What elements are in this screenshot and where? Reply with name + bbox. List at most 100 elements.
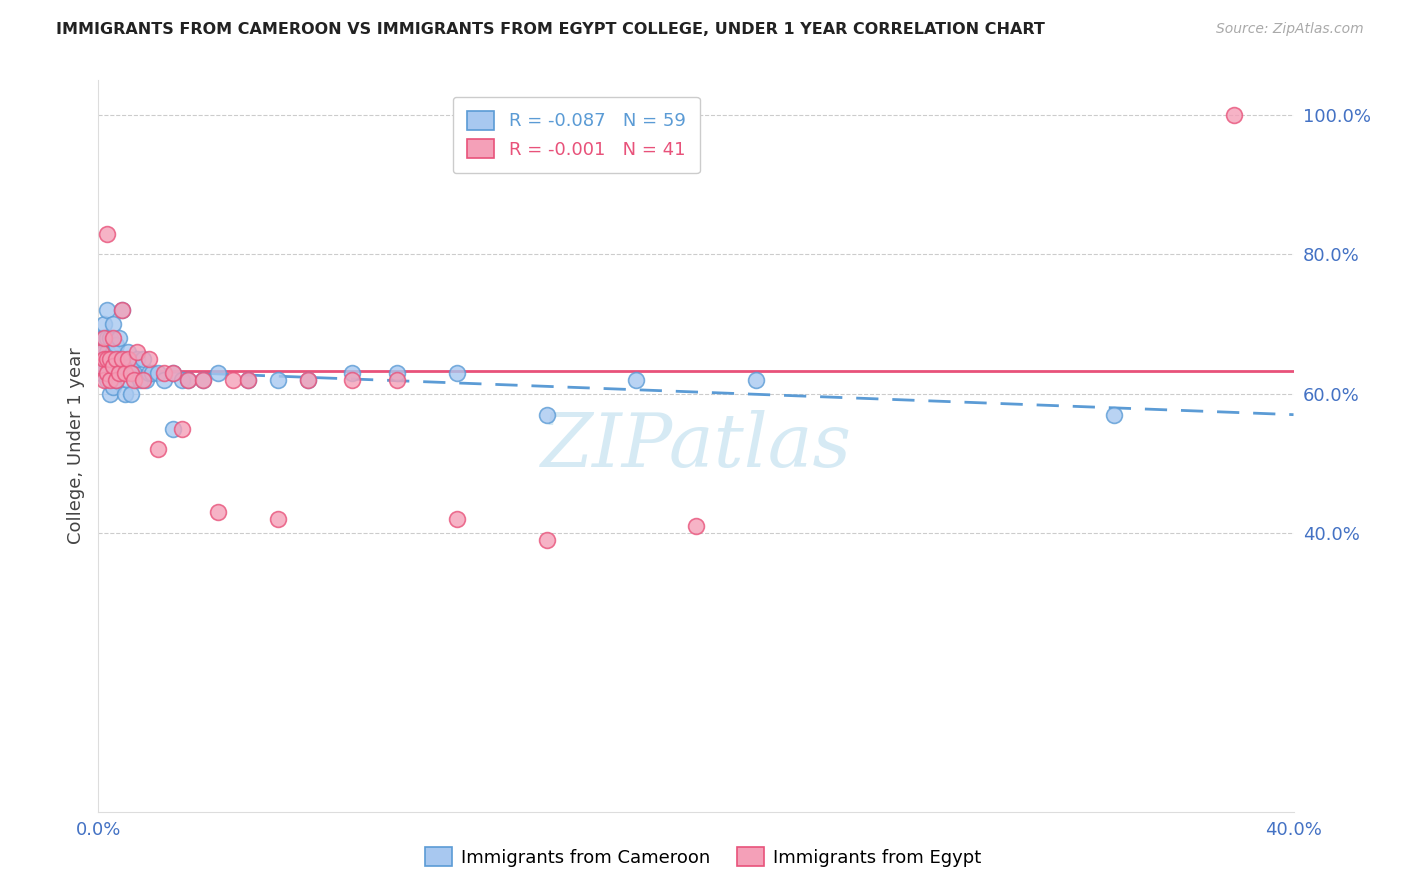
Point (96, 345, 118, 359)
Point (172, 421, 194, 435)
Point (1223, 108, 1246, 122)
Point (162, 421, 184, 435)
Point (385, 373, 409, 387)
Point (236, 373, 259, 387)
Point (135, 373, 157, 387)
Point (124, 366, 146, 380)
Point (103, 317, 125, 331)
Point (103, 359, 125, 373)
Point (536, 408, 558, 422)
Point (96, 351, 118, 366)
Point (129, 373, 152, 387)
Point (745, 373, 768, 387)
Point (138, 366, 160, 380)
Point (111, 303, 134, 318)
Point (103, 331, 125, 345)
Point (108, 331, 131, 345)
Point (297, 373, 319, 387)
Point (108, 366, 131, 380)
Text: IMMIGRANTS FROM CAMEROON VS IMMIGRANTS FROM EGYPT COLLEGE, UNDER 1 YEAR CORRELAT: IMMIGRANTS FROM CAMEROON VS IMMIGRANTS F… (56, 22, 1045, 37)
Legend: Immigrants from Cameroon, Immigrants from Egypt: Immigrants from Cameroon, Immigrants fro… (418, 840, 988, 874)
Point (141, 366, 163, 380)
Point (105, 373, 128, 387)
Point (172, 373, 194, 387)
Point (90, 366, 112, 380)
Point (111, 303, 134, 318)
Point (103, 366, 125, 380)
Point (114, 351, 136, 366)
Point (105, 338, 128, 352)
Text: Source: ZipAtlas.com: Source: ZipAtlas.com (1216, 22, 1364, 37)
Point (90, 345, 112, 359)
Point (127, 345, 149, 359)
Point (297, 373, 319, 387)
Point (98, 366, 122, 380)
Point (96, 303, 118, 318)
Point (98, 351, 122, 366)
Point (93, 331, 115, 345)
Point (148, 442, 170, 457)
Point (96, 331, 118, 345)
Text: ZIPatlas: ZIPatlas (540, 409, 852, 483)
Point (267, 512, 290, 526)
Point (96, 366, 118, 380)
Point (93, 317, 115, 331)
Legend: R = -0.087   N = 59, R = -0.001   N = 41: R = -0.087 N = 59, R = -0.001 N = 41 (453, 96, 700, 173)
Point (177, 373, 200, 387)
Point (117, 345, 139, 359)
Point (114, 386, 136, 401)
Point (385, 366, 409, 380)
Point (124, 373, 146, 387)
Point (153, 373, 176, 387)
Y-axis label: College, Under 1 year: College, Under 1 year (66, 348, 84, 544)
Point (191, 373, 214, 387)
Point (114, 366, 136, 380)
Point (148, 366, 170, 380)
Point (93, 331, 115, 345)
Point (103, 345, 125, 359)
Point (105, 351, 128, 366)
Point (96, 227, 118, 241)
Point (207, 366, 229, 380)
Point (108, 351, 131, 366)
Point (162, 366, 184, 380)
Point (127, 351, 149, 366)
Point (105, 373, 128, 387)
Point (1104, 408, 1126, 422)
Point (93, 351, 115, 366)
Point (90, 345, 112, 359)
Point (96, 373, 118, 387)
Point (117, 373, 139, 387)
Point (342, 366, 364, 380)
Point (103, 380, 125, 394)
Point (93, 373, 115, 387)
Point (98, 386, 122, 401)
Point (120, 366, 142, 380)
Point (626, 373, 648, 387)
Point (191, 373, 214, 387)
Point (138, 351, 160, 366)
Point (446, 512, 468, 526)
Point (132, 373, 155, 387)
Point (90, 359, 112, 373)
Point (222, 373, 245, 387)
Point (236, 373, 259, 387)
Point (93, 345, 115, 359)
Point (98, 373, 122, 387)
Point (132, 351, 155, 366)
Point (685, 519, 707, 533)
Point (108, 366, 131, 380)
Point (120, 386, 142, 401)
Point (96, 359, 118, 373)
Point (90, 331, 112, 345)
Point (536, 533, 558, 547)
Point (111, 359, 134, 373)
Point (120, 359, 142, 373)
Point (446, 366, 468, 380)
Point (177, 373, 200, 387)
Point (342, 373, 364, 387)
Point (93, 359, 115, 373)
Point (105, 351, 128, 366)
Point (153, 366, 176, 380)
Point (117, 351, 139, 366)
